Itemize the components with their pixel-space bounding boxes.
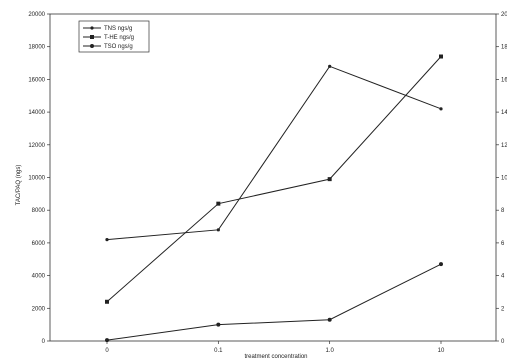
y2-tick-label: 16 [501, 77, 507, 83]
y-tick-label: 4000 [32, 274, 46, 280]
x-tick-label: 0.1 [214, 348, 223, 354]
y-tick-label: 20000 [28, 12, 45, 18]
y-tick-label: 6000 [32, 241, 46, 247]
y-tick-label: 18000 [28, 45, 45, 51]
y-axis-label: TAC/PAQ (ngs) [16, 165, 22, 206]
y-axis-left: 0 2000 4000 6000 8000 10000 12000 14000 16000 180… [28, 12, 50, 345]
legend-label: T-HE ngs/g [104, 35, 134, 41]
y-axis-right: 0 2 4 6 8 10 12 14 16 18 20 [496, 12, 507, 345]
data-point [105, 299, 109, 304]
y-tick-label: 16000 [28, 77, 45, 83]
data-point [105, 338, 109, 343]
legend-item: T-HE ngs/g [83, 35, 134, 41]
data-point [216, 228, 220, 232]
data-point [327, 317, 332, 322]
series-layer [105, 54, 443, 343]
legend-item: TNS ngs/g [83, 26, 132, 32]
x-tick-label: 10 [438, 348, 445, 354]
series-1 [105, 54, 443, 304]
y-tick-label: 10000 [28, 176, 45, 182]
y2-tick-label: 4 [501, 274, 505, 280]
data-point [90, 35, 94, 39]
data-point [439, 262, 443, 267]
data-point [439, 107, 443, 111]
y2-tick-label: 0 [501, 339, 505, 345]
y-tick-label: 14000 [28, 110, 45, 116]
y2-tick-label: 14 [501, 110, 507, 116]
x-axis: 0 0.1 1.0 10 [105, 341, 445, 354]
y-tick-label: 8000 [32, 208, 46, 214]
y-tick-label: 12000 [28, 143, 45, 149]
legend-label: TNS ngs/g [104, 26, 132, 32]
data-point [327, 177, 332, 182]
series-0 [105, 64, 443, 242]
data-point [216, 201, 221, 206]
y-tick-label: 0 [42, 339, 46, 345]
data-point [216, 322, 221, 327]
legend-item: TSO ngs/g [83, 44, 133, 50]
series-2 [105, 262, 443, 343]
x-tick-label: 0 [105, 348, 109, 354]
y2-tick-label: 18 [501, 45, 507, 51]
series-line [106, 56, 442, 303]
y2-tick-label: 6 [501, 241, 505, 247]
legend: TNS ngs/g T-HE ngs/g TSO ngs/g [78, 20, 150, 53]
y2-tick-label: 10 [501, 176, 507, 182]
plot-border [49, 13, 497, 342]
data-point [439, 54, 443, 59]
data-point [90, 44, 94, 48]
y2-tick-label: 2 [501, 306, 505, 312]
data-point [90, 26, 94, 30]
y-tick-label: 2000 [32, 306, 46, 312]
series-line [106, 263, 442, 341]
legend-label: TSO ngs/g [104, 44, 133, 50]
data-point [105, 238, 109, 242]
plot-area [49, 13, 497, 342]
x-axis-label: treatment concentration [244, 354, 307, 360]
data-point [328, 64, 332, 68]
series-line [106, 65, 442, 241]
y2-tick-label: 12 [501, 143, 507, 149]
x-tick-label: 1.0 [325, 348, 334, 354]
y2-tick-label: 20 [501, 12, 507, 18]
y2-tick-label: 8 [501, 208, 505, 214]
